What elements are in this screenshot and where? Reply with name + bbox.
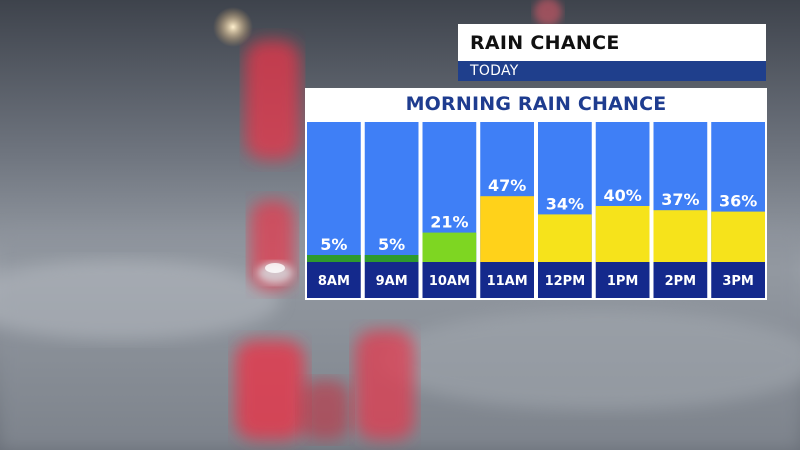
- tick-label: 3PM: [722, 274, 754, 289]
- bar: [538, 214, 592, 262]
- data-label: 40%: [603, 186, 641, 205]
- graphic-subtitle: TODAY: [470, 63, 519, 79]
- tick-label: 1PM: [607, 274, 639, 289]
- bar: [711, 211, 765, 262]
- data-label: 34%: [546, 194, 584, 213]
- data-label: 47%: [488, 176, 526, 195]
- rain-chance-bar-chart: 5% 8AM 5% 9AM 21% 10AM 47% 11AM 34% 12PM 40% 1PM 37%…: [307, 122, 765, 298]
- bar: [307, 255, 361, 262]
- tick-label: 12PM: [545, 274, 586, 289]
- data-label: 5%: [378, 235, 405, 254]
- bar: [595, 206, 650, 262]
- category-label-band: [307, 262, 361, 298]
- graphic-title-box: RAIN CHANCE: [458, 24, 766, 61]
- tick-label: 9AM: [376, 274, 408, 289]
- bar: [364, 255, 419, 262]
- bar: [653, 210, 708, 262]
- column-background: [307, 122, 361, 262]
- category-label-band: [480, 262, 534, 298]
- tick-label: 10AM: [429, 274, 470, 289]
- category-label-band: [595, 262, 650, 298]
- category-label-band: [538, 262, 592, 298]
- category-label-band: [711, 262, 765, 298]
- data-label: 5%: [320, 235, 347, 254]
- chart-header: MORNING RAIN CHANCE: [305, 88, 767, 120]
- category-label-band: [422, 262, 477, 298]
- category-label-band: [364, 262, 419, 298]
- graphic-subtitle-bar: TODAY: [458, 61, 766, 81]
- chart-title: MORNING RAIN CHANCE: [405, 93, 667, 115]
- category-label-band: [653, 262, 708, 298]
- data-label: 36%: [719, 192, 757, 211]
- data-label: 21%: [430, 213, 468, 232]
- bar: [422, 232, 477, 262]
- bar: [480, 196, 534, 262]
- data-label: 37%: [661, 190, 699, 209]
- graphic-title: RAIN CHANCE: [470, 31, 620, 54]
- column-background: [364, 122, 419, 262]
- tick-label: 8AM: [318, 274, 350, 289]
- rain-chance-chart-panel: MORNING RAIN CHANCE 5% 8AM 5% 9AM 21% 10AM 47%…: [305, 88, 767, 300]
- tick-label: 11AM: [487, 274, 528, 289]
- tick-label: 2PM: [665, 274, 697, 289]
